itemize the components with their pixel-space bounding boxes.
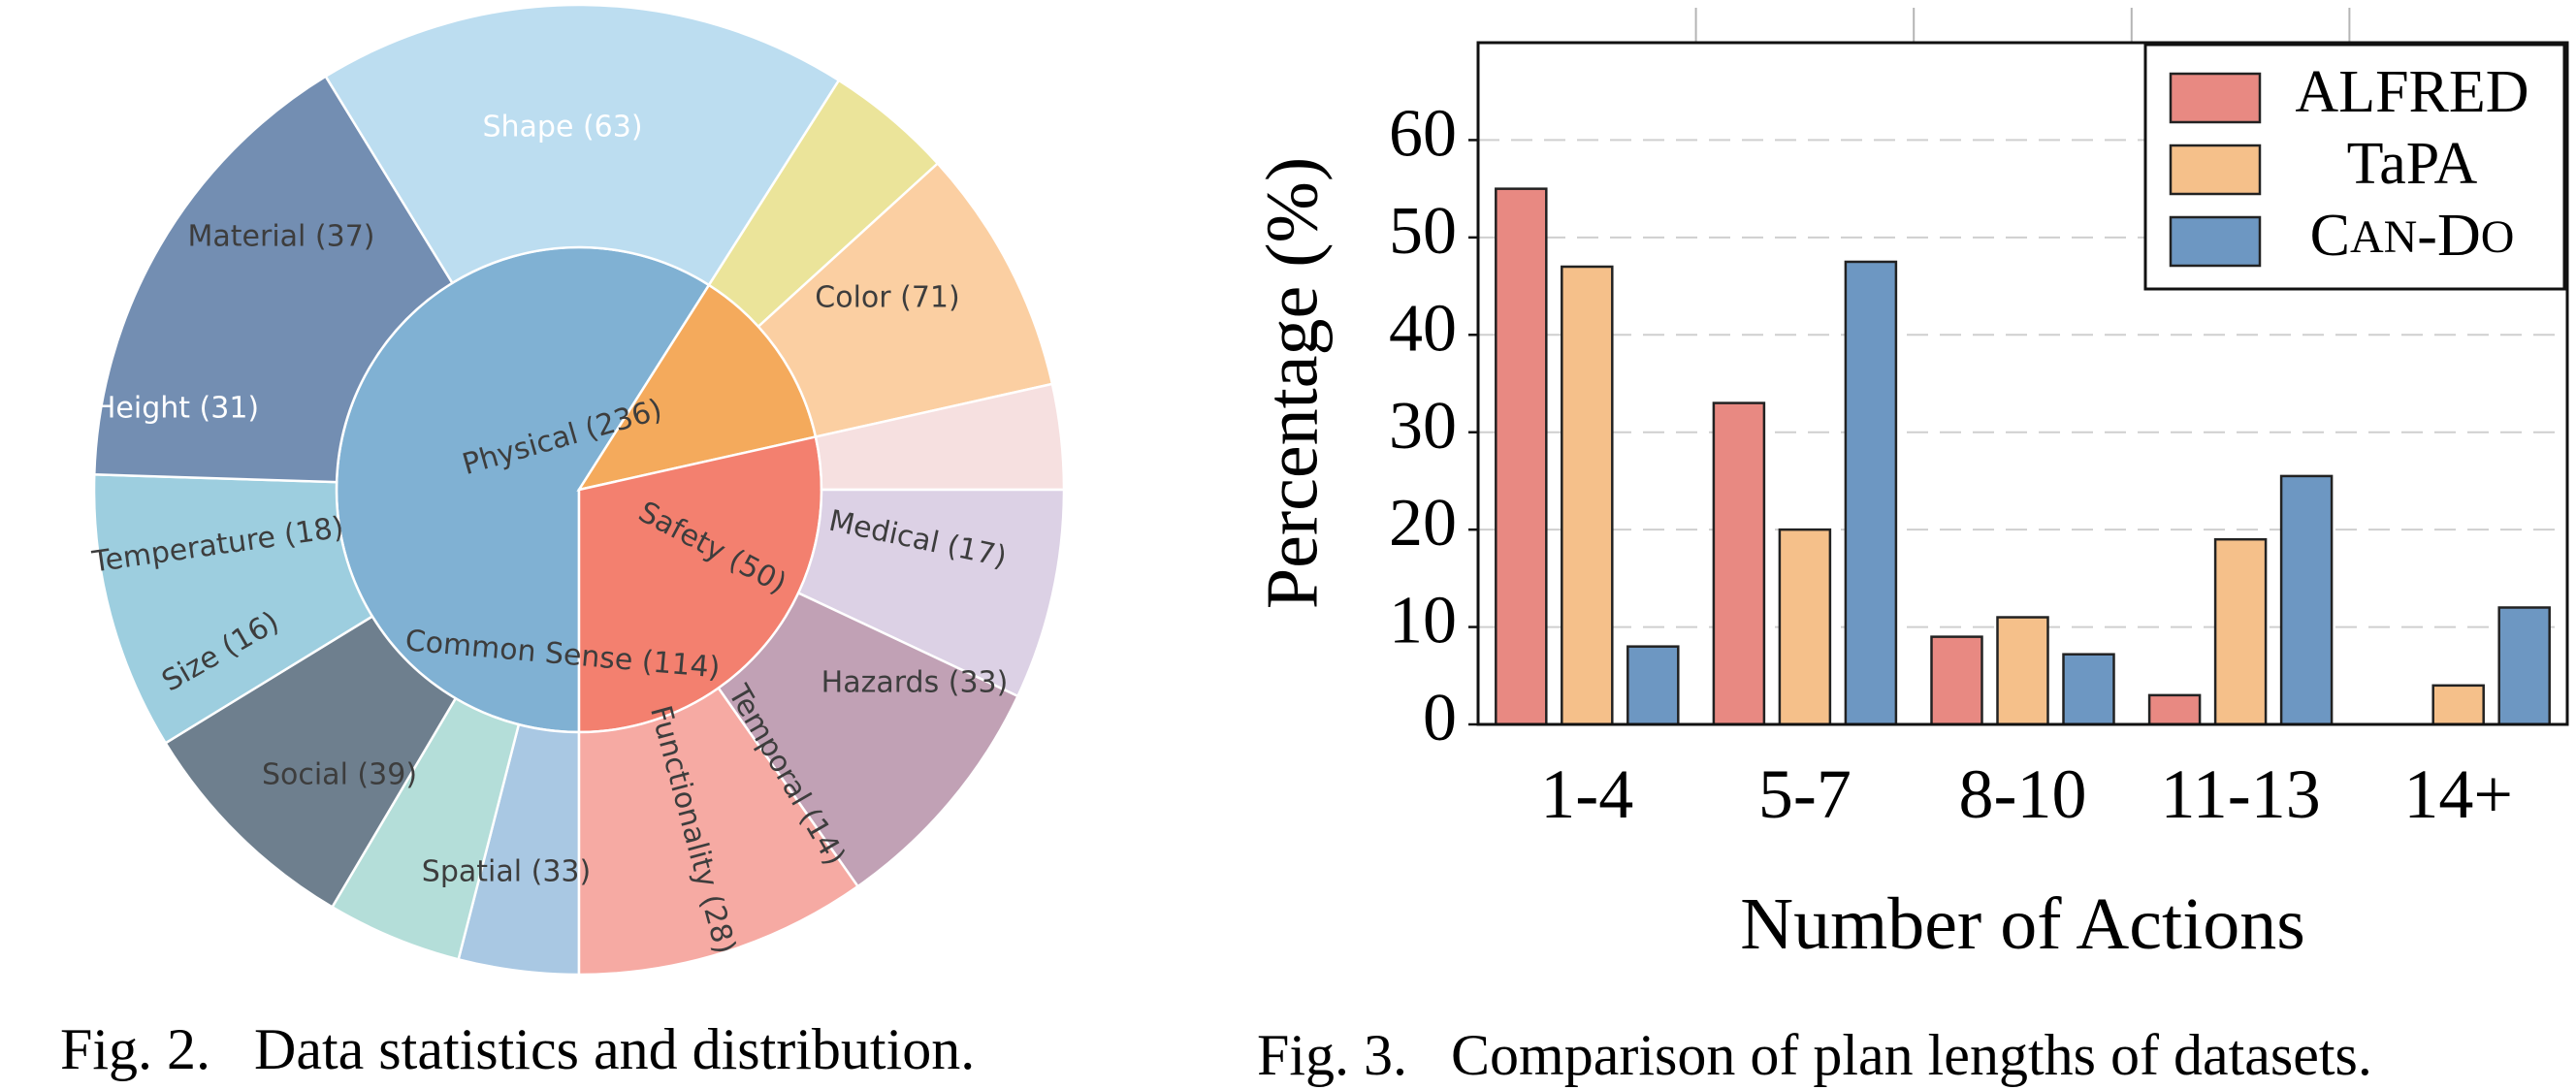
sunburst-label-spatial: Spatial (33) (422, 855, 591, 889)
sunburst-label-material: Material (37) (188, 220, 375, 254)
x-axis-label: Number of Actions (1740, 883, 2305, 965)
bar-tapa-1-4 (1561, 265, 1614, 726)
bar-alfred-8-10 (1930, 635, 1983, 726)
legend-swatch-tapa (2169, 144, 2262, 196)
y-tick-label: 20 (1389, 486, 1457, 561)
x-tick-label-14: 14+ (2403, 755, 2513, 833)
bar-alfred-5-7 (1712, 401, 1766, 726)
bar-tapa-11-13 (2213, 537, 2268, 726)
fig3-caption: Fig. 3. Comparison of plan lengths of da… (1257, 1023, 2372, 1087)
x-tick-label-8-10: 8-10 (1959, 755, 2087, 833)
fig2-caption: Fig. 2. Data statistics and distribution… (60, 1017, 975, 1081)
sunburst-outer-social (577, 686, 860, 977)
legend-label-tapa: TaPA (2347, 131, 2478, 197)
legend-label-alfred: ALFRED (2295, 59, 2528, 125)
x-tick-label-11-13: 11-13 (2160, 755, 2320, 833)
bar-can-do-5-7 (1844, 260, 1898, 726)
legend-swatch-can-do (2169, 215, 2262, 268)
y-tick-label: 30 (1389, 389, 1457, 464)
bar-alfred-1-4 (1495, 187, 1548, 726)
y-axis-label: Percentage (%) (1251, 157, 1333, 609)
bar-can-do-1-4 (1626, 645, 1680, 726)
x-tick-label-5-7: 5-7 (1758, 755, 1852, 833)
bar-can-do-8-10 (2062, 653, 2115, 726)
bar-tapa-5-7 (1778, 528, 1832, 726)
y-tick-label: 0 (1423, 681, 1457, 755)
legend-swatch-alfred (2169, 72, 2262, 124)
bar-alfred-11-13 (2147, 693, 2202, 726)
y-tick-label: 40 (1389, 291, 1457, 366)
sunburst-label-social: Social (39) (262, 758, 417, 792)
sunburst-outer-color (324, 3, 841, 287)
y-tick-label: 10 (1389, 584, 1457, 658)
bar-tapa-14 (2431, 684, 2485, 726)
sunburst-label-hazards: Hazards (33) (821, 666, 1009, 700)
y-tick-label: 50 (1389, 194, 1457, 269)
legend-label-can-do: CAN-DO (2310, 203, 2515, 269)
sunburst-outer-shape (92, 74, 455, 484)
bar-tapa-8-10 (1996, 616, 2049, 726)
sunburst-label-height: Height (31) (94, 392, 259, 426)
bar-can-do-11-13 (2279, 474, 2334, 726)
sunburst-label-color: Color (71) (815, 281, 959, 315)
x-tick-label-1-4: 1-4 (1540, 755, 1633, 833)
bar-can-do-14 (2497, 606, 2551, 726)
y-tick-label: 60 (1389, 96, 1457, 171)
plot-frame (1476, 41, 2569, 726)
bar-chart: 0 10 20 30 40 50 60 1-4 5-7 8-10 11-13 14+ Number of… (1251, 8, 2569, 965)
sunburst-chart: Physical (236)Safety (50)Common Sense (1… (89, 3, 1066, 977)
sunburst-label-shape: Shape (63) (482, 111, 642, 144)
